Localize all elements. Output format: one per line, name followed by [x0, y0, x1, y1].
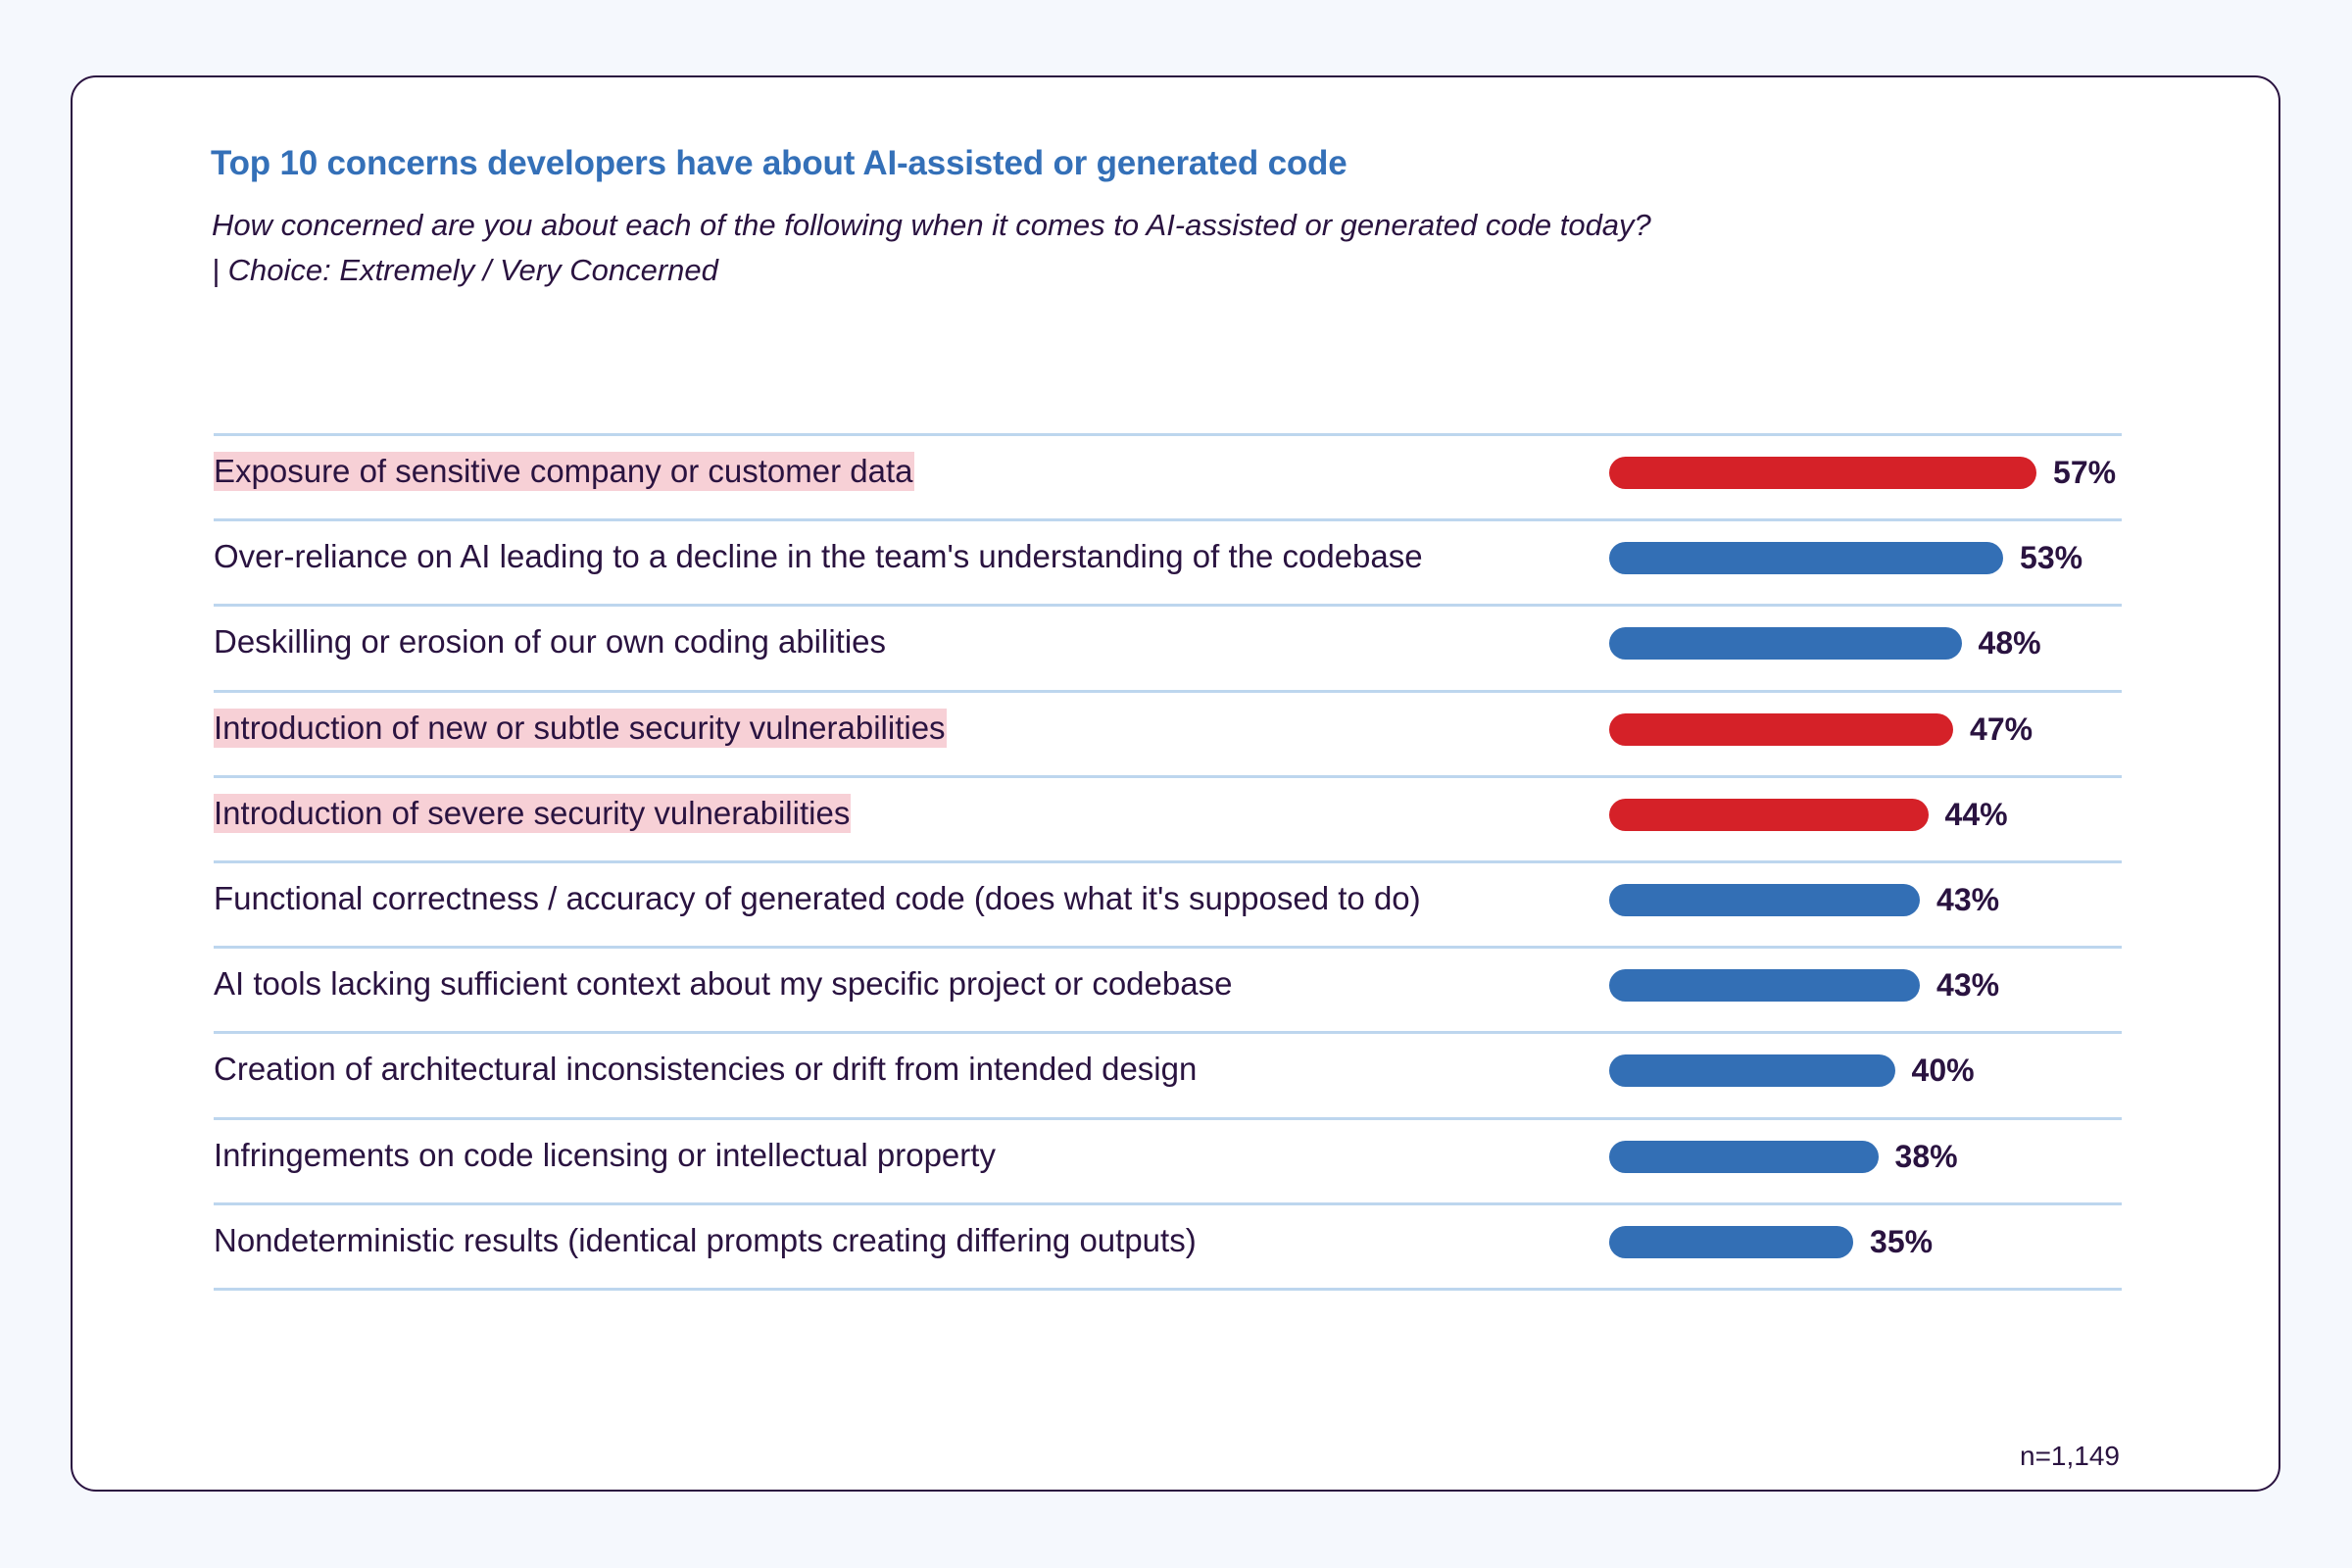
value-label: 35%	[1870, 1223, 1934, 1259]
bar-row: Introduction of new or subtle security v…	[214, 691, 2122, 776]
bar	[1609, 969, 1921, 1003]
row-divider	[214, 1288, 2122, 1291]
value-label: 47%	[1970, 710, 2034, 747]
bar-row: AI tools lacking sufficient context abou…	[214, 947, 2122, 1032]
value-label: 44%	[1944, 796, 2008, 832]
bar	[1609, 627, 1962, 661]
bar-row: Introduction of severe security vulnerab…	[214, 776, 2122, 861]
category-label: Infringements on code licensing or intel…	[214, 1136, 996, 1173]
row-divider	[214, 604, 2122, 608]
value-label: 48%	[1978, 625, 2041, 662]
subtitle-choice: | Choice: Extremely / Very Concerned	[212, 253, 718, 287]
bar-row: Deskilling or erosion of our own coding …	[214, 605, 2122, 690]
row-divider	[214, 860, 2122, 863]
bar-row: Creation of architectural inconsistencie…	[214, 1032, 2122, 1117]
row-divider	[214, 518, 2122, 522]
value-label: 57%	[2053, 455, 2117, 490]
chart-title: Top 10 concerns developers have about AI…	[211, 144, 1348, 182]
bar-row: Over-reliance on AI leading to a decline…	[214, 519, 2122, 605]
value-label: 43%	[1936, 882, 2000, 917]
bar	[1609, 457, 2037, 489]
row-divider	[214, 1031, 2122, 1035]
category-label: Nondeterministic results (identical prom…	[214, 1221, 1197, 1258]
category-label: Functional correctness / accuracy of gen…	[214, 880, 1421, 916]
row-divider	[214, 946, 2122, 950]
row-divider	[214, 433, 2122, 436]
category-label: AI tools lacking sufficient context abou…	[214, 965, 1233, 1003]
bar	[1609, 1140, 1879, 1173]
value-label: 43%	[1936, 967, 2000, 1004]
category-label: Introduction of new or subtle security v…	[214, 708, 947, 748]
row-divider	[214, 689, 2122, 693]
chart-card: Top 10 concerns developers have about AI…	[71, 75, 2280, 1492]
bar-row: Functional correctness / accuracy of gen…	[214, 861, 2122, 947]
value-label: 40%	[1911, 1053, 1975, 1089]
category-label: Deskilling or erosion of our own coding …	[214, 623, 887, 661]
subtitle-question: How concerned are you about each of the …	[212, 208, 1651, 242]
bar-row: Nondeterministic results (identical prom…	[214, 1203, 2122, 1289]
value-label: 53%	[2020, 540, 2083, 576]
bar	[1609, 712, 1954, 746]
bar	[1609, 1225, 1854, 1258]
category-label: Introduction of severe security vulnerab…	[214, 793, 852, 833]
bar-row: Exposure of sensitive company or custome…	[214, 434, 2122, 519]
bar	[1609, 884, 1921, 916]
value-label: 38%	[1894, 1138, 1958, 1174]
sample-size-note: n=1,149	[2020, 1441, 2120, 1471]
category-label: Exposure of sensitive company or custome…	[214, 452, 914, 491]
row-divider	[214, 774, 2122, 778]
bar	[1609, 1054, 1895, 1088]
chart-subtitle: How concerned are you about each of the …	[212, 203, 1651, 293]
bar	[1609, 542, 2004, 575]
row-divider	[214, 1201, 2122, 1205]
category-label: Over-reliance on AI leading to a decline…	[214, 538, 1423, 575]
category-label: Creation of architectural inconsistencie…	[214, 1051, 1198, 1088]
row-divider	[214, 1116, 2122, 1120]
bar	[1609, 798, 1929, 831]
bar-row: Infringements on code licensing or intel…	[214, 1118, 2122, 1203]
